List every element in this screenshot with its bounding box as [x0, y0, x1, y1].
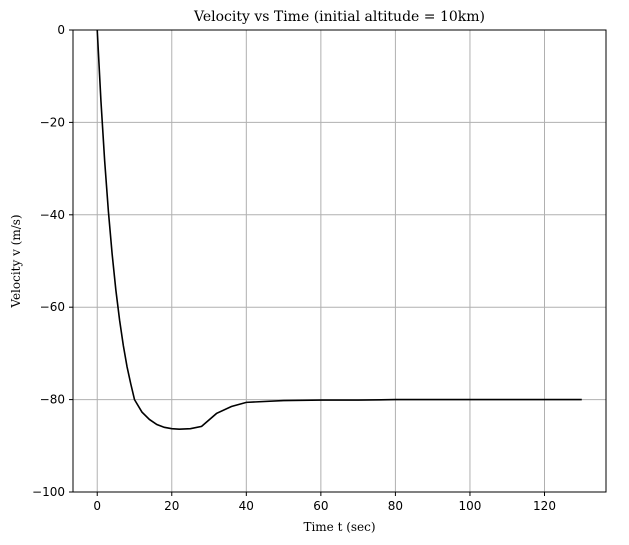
- velocity-line: [96, 29, 582, 430]
- x-axis-label: Time t (sec): [303, 520, 375, 534]
- y-tick-label: −60: [40, 300, 65, 314]
- y-axis-label: Velocity v (m/s): [9, 214, 23, 308]
- y-tick-label: −80: [40, 393, 65, 407]
- plot-frame: [72, 29, 607, 493]
- x-tick-label: 0: [93, 499, 101, 513]
- series-layer: [96, 29, 582, 430]
- x-tick-label: 40: [239, 499, 254, 513]
- x-tick-label: 80: [388, 499, 403, 513]
- tick-layer: 0 20 40 60 80 100 120 0 −20 −40 −60 −80 −100: [32, 23, 556, 513]
- x-tick-label: 100: [459, 499, 482, 513]
- y-tick-label: −20: [40, 115, 65, 129]
- y-tick-label: −100: [32, 485, 65, 499]
- y-tick-label: 0: [57, 23, 65, 37]
- x-tick-label: 20: [164, 499, 179, 513]
- x-tick-label: 60: [313, 499, 328, 513]
- chart-title: Velocity vs Time (initial altitude = 10k…: [193, 9, 485, 25]
- y-tick-label: −40: [40, 208, 65, 222]
- x-tick-label: 120: [533, 499, 556, 513]
